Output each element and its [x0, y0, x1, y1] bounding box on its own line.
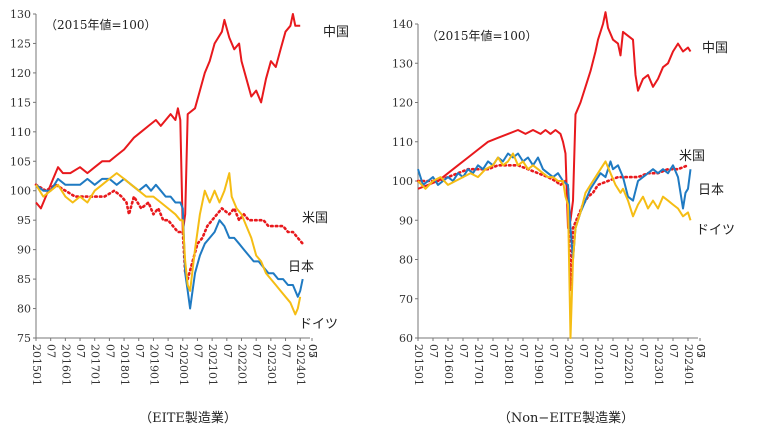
- y-tick-label: 90: [17, 244, 31, 257]
- y-tick-label: 110: [392, 136, 413, 149]
- x-tick-label: 07: [637, 344, 650, 358]
- x-tick-label: 202001: [177, 344, 190, 386]
- x-tick-label: 202401: [682, 344, 695, 386]
- chart-eite-caption: （EITE製造業）: [139, 410, 237, 426]
- x-tick-label: 07: [694, 344, 707, 358]
- x-tick-label: 07: [280, 344, 293, 358]
- x-tick-label: 201801: [118, 344, 131, 386]
- y-tick-label: 100: [392, 175, 413, 188]
- x-tick-label: 07: [221, 344, 234, 358]
- x-tick-label: 07: [427, 344, 440, 358]
- x-tick-label: 07: [607, 344, 620, 358]
- series-line-日本: [417, 152, 692, 261]
- x-tick-label: 202301: [652, 344, 665, 386]
- x-tick-label: 202201: [622, 344, 635, 386]
- x-tick-label: 202101: [206, 344, 219, 386]
- chart-non-eite-note: （2015年値=100）: [426, 28, 538, 43]
- x-tick-label: 201901: [532, 344, 545, 386]
- series-line-ドイツ: [417, 152, 692, 339]
- x-tick-label: 202201: [236, 344, 249, 386]
- x-tick-label: 07: [517, 344, 530, 358]
- x-tick-label: 07: [103, 344, 116, 358]
- series-label: 日本: [698, 183, 724, 198]
- series-line-米国: [416, 164, 690, 293]
- x-tick-label: 07: [306, 344, 319, 358]
- x-tick-label: 07: [487, 344, 500, 358]
- x-tick-label: 201701: [89, 344, 102, 386]
- x-tick-label: 05: [306, 344, 319, 358]
- x-tick-label: 201901: [147, 344, 160, 386]
- y-tick-label: 120: [10, 67, 31, 80]
- x-tick-label: 201501: [412, 344, 425, 386]
- series-label: 米国: [679, 149, 705, 164]
- series-line-中国: [417, 11, 692, 230]
- series-line-ドイツ: [35, 172, 302, 316]
- chart-non-eite: （2015年値=100） （Non−EITE製造業） 60 70 80 90 100 11…: [392, 11, 735, 426]
- y-tick-label: 100: [10, 185, 31, 198]
- x-tick-label: 07: [547, 344, 560, 358]
- chart-eite-note: （2015年値=100）: [45, 17, 157, 32]
- y-tick-label: 130: [10, 8, 31, 21]
- x-tick-label: 07: [250, 344, 263, 358]
- x-tick-label: 07: [162, 344, 175, 358]
- x-tick-label: 07: [457, 344, 470, 358]
- y-tick-label: 105: [10, 155, 31, 168]
- y-tick-label: 90: [399, 214, 413, 227]
- y-tick-label: 130: [392, 57, 413, 70]
- series-label: 日本: [288, 260, 314, 275]
- y-tick-label: 80: [399, 254, 413, 267]
- y-tick-label: 115: [10, 96, 31, 109]
- y-tick-label: 85: [17, 273, 31, 286]
- series-label: 中国: [323, 25, 349, 40]
- x-tick-label: 07: [667, 344, 680, 358]
- x-tick-label: 202401: [294, 344, 307, 386]
- x-tick-label: 202101: [592, 344, 605, 386]
- x-tick-label: 07: [133, 344, 146, 358]
- x-tick-label: 201801: [502, 344, 515, 386]
- x-tick-label: 07: [45, 344, 58, 358]
- y-tick-label: 110: [10, 126, 31, 139]
- x-tick-label: 07: [191, 344, 204, 358]
- series-label: ドイツ: [299, 317, 338, 332]
- x-tick-label: 07: [74, 344, 87, 358]
- x-tick-label: 05: [694, 344, 707, 358]
- x-tick-label: 201601: [442, 344, 455, 386]
- series-label: 中国: [702, 41, 728, 56]
- y-tick-label: 60: [399, 332, 413, 345]
- x-tick-label: 202001: [562, 344, 575, 386]
- y-tick-label: 75: [17, 332, 31, 345]
- series-label: ドイツ: [696, 223, 735, 238]
- y-tick-label: 95: [17, 214, 31, 227]
- x-tick-label: 202301: [265, 344, 278, 386]
- x-tick-label: 201601: [59, 344, 72, 386]
- series-line-日本: [35, 177, 304, 310]
- y-tick-label: 120: [392, 97, 413, 110]
- y-tick-label: 125: [10, 37, 31, 50]
- series-label: 米国: [302, 211, 328, 226]
- y-tick-label: 140: [392, 18, 413, 31]
- chart-non-eite-caption: （Non−EITE製造業）: [498, 410, 634, 426]
- x-tick-label: 07: [577, 344, 590, 358]
- x-tick-label: 201501: [30, 344, 43, 386]
- x-tick-label: 201701: [472, 344, 485, 386]
- chart-eite: （2015年値=100） （EITE製造業） 75 80 85 90 95 100 105 1…: [10, 8, 349, 426]
- y-tick-label: 70: [399, 293, 413, 306]
- y-tick-label: 80: [17, 303, 31, 316]
